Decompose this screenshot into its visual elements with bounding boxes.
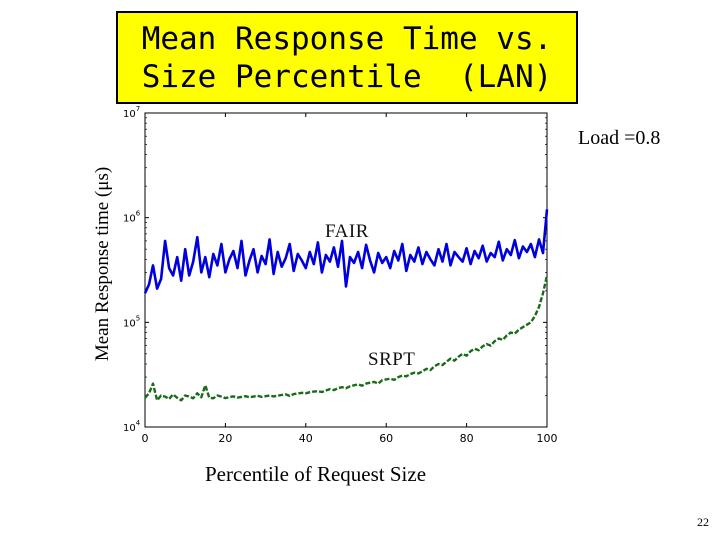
x-tick-label: 60 [379, 432, 393, 445]
series-label-srpt: SRPT [368, 349, 416, 370]
y-tick-exponent: 5 [136, 314, 140, 322]
series-line-fair [143, 209, 549, 294]
x-tick-label: 40 [299, 432, 313, 445]
y-tick-label: 107 [123, 105, 140, 120]
y-tick-label: 105 [123, 314, 140, 329]
y-axis-ticks: 104 105 106 107 [123, 105, 547, 434]
series-lines [143, 209, 549, 402]
y-tick-exponent: 4 [136, 419, 141, 427]
series-label-fair: FAIR [325, 221, 369, 242]
x-tick-label: 100 [537, 432, 558, 445]
x-axis-label: Percentile of Request Size [205, 462, 427, 486]
x-tick-label: 80 [460, 432, 474, 445]
load-annotation: Load =0.8 [578, 127, 661, 149]
y-tick-exponent: 7 [136, 105, 140, 113]
x-tick-label: 0 [142, 432, 149, 445]
y-tick-exponent: 6 [136, 210, 141, 218]
page-number: 22 [697, 515, 709, 529]
y-tick-label: 106 [123, 210, 141, 225]
x-axis-ticks: 0 20 40 60 80 100 [142, 113, 558, 445]
slide-title: Mean Response Time vs. Size Percentile (… [116, 11, 578, 104]
plot-area [144, 112, 548, 428]
series-line-srpt [144, 275, 549, 402]
x-tick-label: 20 [218, 432, 232, 445]
y-axis-label: Mean Response time (μs) [92, 166, 113, 362]
slide-title-line-1: Mean Response Time vs. [141, 21, 553, 57]
slide-title-line-2: Size Percentile (LAN) [141, 59, 553, 95]
y-tick-label: 104 [123, 419, 141, 434]
